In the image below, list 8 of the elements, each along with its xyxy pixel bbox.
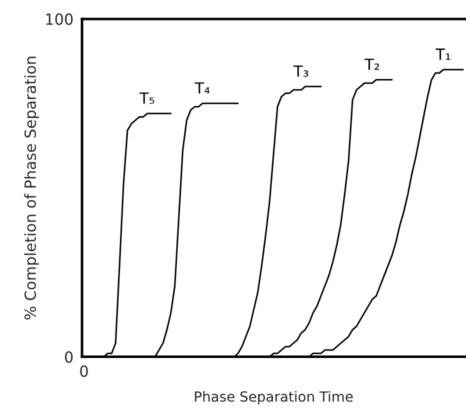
series-label: T₄ [194, 82, 210, 94]
series-label: T₂ [364, 58, 380, 70]
y-tick-label: 100 [46, 13, 73, 25]
series-label: T₃ [293, 65, 308, 77]
y-axis-title: % Completion of Phase Separation [24, 56, 39, 320]
series-label: T₅ [139, 92, 154, 104]
series-label: T₁ [436, 48, 450, 60]
x-axis-title: Phase Separation Time [195, 391, 353, 404]
